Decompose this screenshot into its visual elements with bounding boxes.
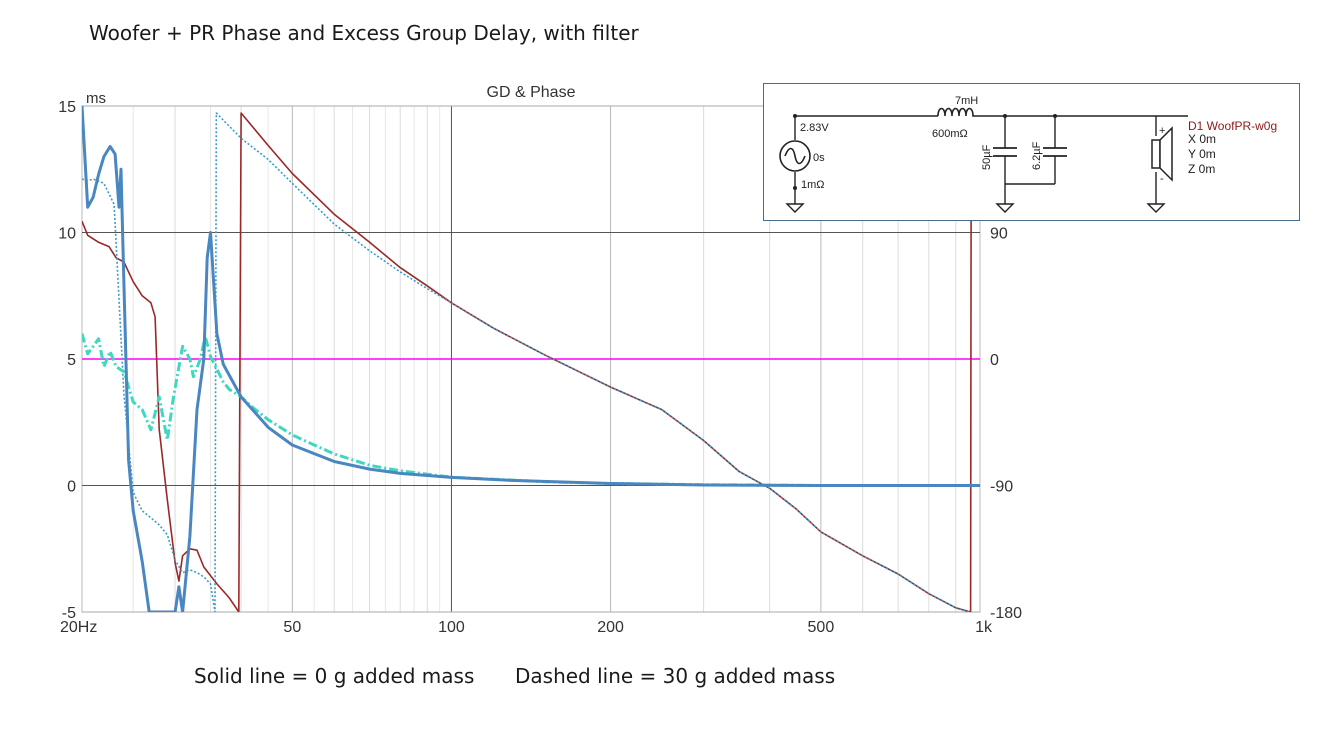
capacitor-icon — [993, 147, 1017, 157]
y-right-tick-label: -180 — [990, 605, 1022, 622]
inductor-value-label: 7mH — [955, 95, 978, 107]
x-tick-label: 50 — [283, 619, 301, 636]
left-axis-unit: ms — [86, 90, 106, 107]
chart-title: GD & Phase — [487, 84, 576, 101]
x-tick-label: 1k — [975, 619, 993, 636]
y-left-tick-label: 10 — [58, 226, 76, 243]
x-tick-label: 100 — [438, 619, 465, 636]
series-phase-0g — [82, 112, 972, 612]
driver-plus-sign: + — [1159, 125, 1165, 137]
series-gd-0g — [82, 106, 980, 612]
driver-minus-sign: - — [1160, 173, 1164, 185]
source-voltage-label: 2.83V — [800, 122, 829, 134]
driver-x-label: X 0m — [1188, 132, 1216, 146]
crossover-schematic: 2.83V 0s 1mΩ 7mH 600mΩ 50µF 6.2µF + - D1… — [763, 83, 1300, 221]
inductor-resistance-label: 600mΩ — [932, 128, 968, 140]
cap2-value-label: 6.2µF — [1031, 141, 1043, 170]
caption-dashed-line: Dashed line = 30 g added mass — [515, 664, 836, 688]
schematic-drawing: 2.83V 0s 1mΩ 7mH 600mΩ 50µF 6.2µF + - D1… — [779, 95, 1277, 213]
driver-z-label: Z 0m — [1188, 162, 1215, 176]
x-tick-label: 200 — [597, 619, 624, 636]
source-delay-label: 0s — [813, 152, 825, 164]
capacitor-icon — [1043, 147, 1067, 157]
voltage-source-icon — [779, 114, 811, 190]
speaker-icon — [1151, 126, 1173, 182]
y-left-tick-label: 15 — [58, 99, 76, 116]
x-tick-label: 20Hz — [60, 619, 97, 636]
y-left-tick-label: 5 — [67, 352, 76, 369]
y-left-tick-label: -5 — [62, 605, 76, 622]
driver-y-label: Y 0m — [1188, 147, 1216, 161]
schematic-wires — [794, 115, 1188, 204]
cap1-value-label: 50µF — [981, 144, 993, 170]
driver-name-label: D1 WoofPR-w0g — [1188, 119, 1277, 133]
chart-series — [82, 106, 980, 612]
ground-icon — [785, 196, 1166, 213]
page-title: Woofer + PR Phase and Excess Group Delay… — [89, 21, 639, 45]
y-left-tick-label: 0 — [67, 479, 76, 496]
y-right-tick-label: 90 — [990, 226, 1008, 243]
source-resistance-label: 1mΩ — [801, 179, 825, 191]
inductor-icon — [937, 107, 980, 117]
y-right-tick-label: -90 — [990, 479, 1013, 496]
series-phase-30g — [82, 112, 971, 612]
x-tick-label: 500 — [808, 619, 835, 636]
caption-solid-line: Solid line = 0 g added mass — [194, 664, 475, 688]
y-right-tick-label: 0 — [990, 352, 999, 369]
